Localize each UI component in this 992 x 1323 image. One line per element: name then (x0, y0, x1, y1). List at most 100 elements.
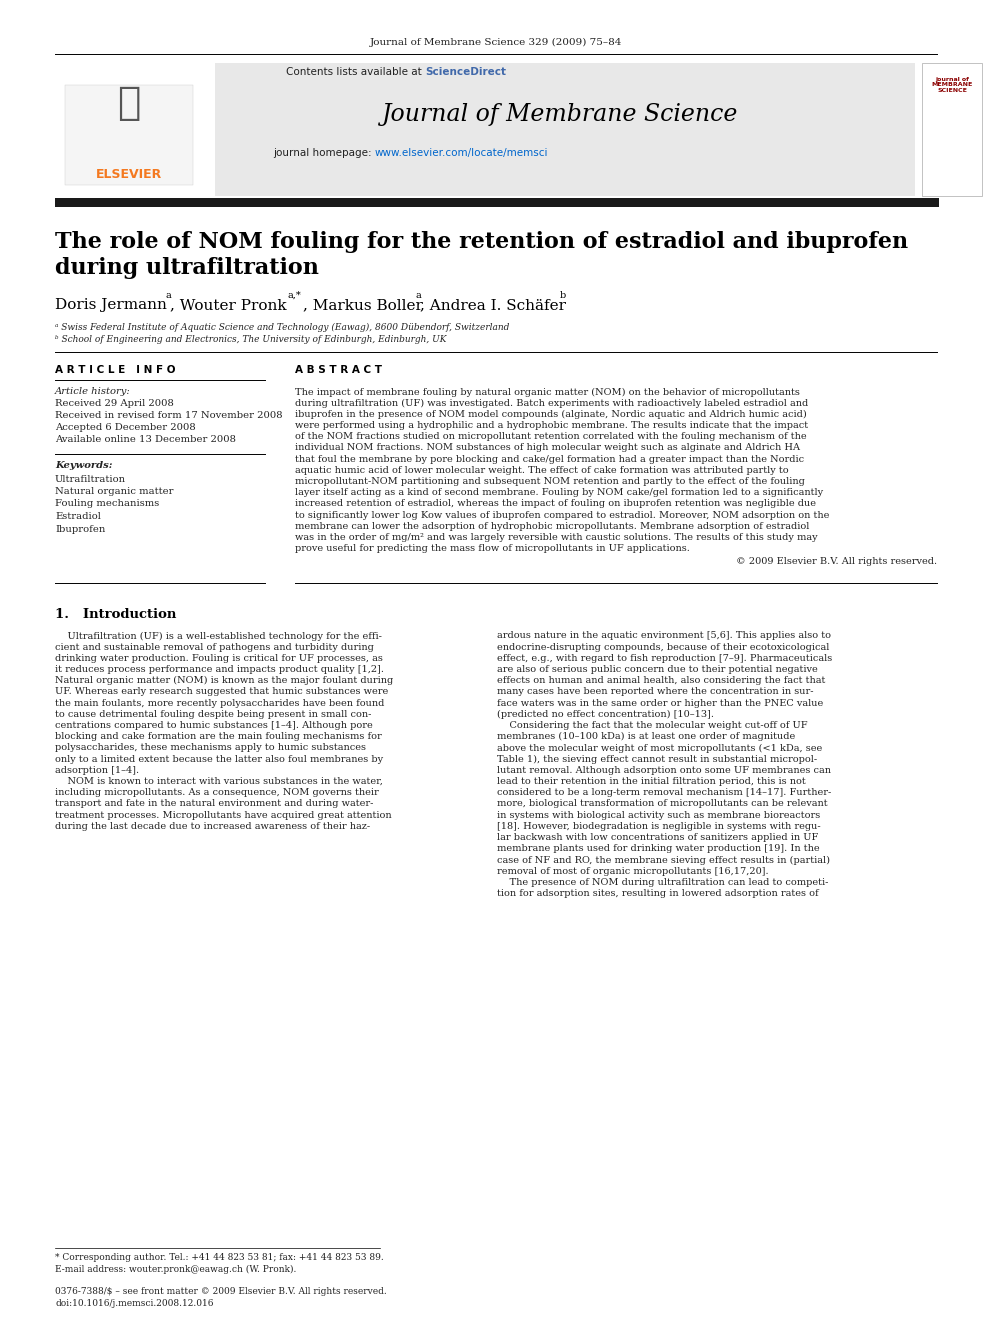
Text: individual NOM fractions. NOM substances of high molecular weight such as algina: individual NOM fractions. NOM substances… (295, 443, 800, 452)
Text: © 2009 Elsevier B.V. All rights reserved.: © 2009 Elsevier B.V. All rights reserved… (736, 557, 937, 566)
Text: Journal of Membrane Science: Journal of Membrane Science (382, 103, 738, 127)
Text: lutant removal. Although adsorption onto some UF membranes can: lutant removal. Although adsorption onto… (497, 766, 831, 775)
Text: only to a limited extent because the latter also foul membranes by: only to a limited extent because the lat… (55, 754, 383, 763)
Text: many cases have been reported where the concentration in sur-: many cases have been reported where the … (497, 688, 813, 696)
Text: during ultrafiltration (UF) was investigated. Batch experiments with radioactive: during ultrafiltration (UF) was investig… (295, 398, 808, 407)
Text: ELSEVIER: ELSEVIER (96, 168, 162, 181)
Text: UF. Whereas early research suggested that humic substances were: UF. Whereas early research suggested tha… (55, 688, 388, 696)
Text: * Corresponding author. Tel.: +41 44 823 53 81; fax: +41 44 823 53 89.: * Corresponding author. Tel.: +41 44 823… (55, 1253, 384, 1262)
Text: Natural organic matter: Natural organic matter (55, 487, 174, 496)
Text: tion for adsorption sites, resulting in lowered adsorption rates of: tion for adsorption sites, resulting in … (497, 889, 818, 898)
Text: a,*: a,* (288, 291, 302, 300)
Text: b: b (560, 291, 566, 300)
Text: A B S T R A C T: A B S T R A C T (295, 365, 382, 374)
Text: face waters was in the same order or higher than the PNEC value: face waters was in the same order or hig… (497, 699, 823, 708)
FancyBboxPatch shape (55, 64, 203, 196)
FancyBboxPatch shape (65, 85, 193, 185)
Text: Article history:: Article history: (55, 388, 131, 397)
FancyBboxPatch shape (215, 64, 915, 196)
Text: centrations compared to humic substances [1–4]. Although pore: centrations compared to humic substances… (55, 721, 373, 730)
Text: aquatic humic acid of lower molecular weight. The effect of cake formation was a: aquatic humic acid of lower molecular we… (295, 466, 789, 475)
Text: in systems with biological activity such as membrane bioreactors: in systems with biological activity such… (497, 811, 820, 820)
Text: Contents lists available at: Contents lists available at (286, 67, 425, 77)
Text: , Markus Boller: , Markus Boller (303, 298, 423, 312)
Text: www.elsevier.com/locate/memsci: www.elsevier.com/locate/memsci (375, 148, 549, 157)
Text: ibuprofen in the presence of NOM model compounds (alginate, Nordic aquatic and A: ibuprofen in the presence of NOM model c… (295, 410, 806, 419)
Text: endocrine-disrupting compounds, because of their ecotoxicological: endocrine-disrupting compounds, because … (497, 643, 829, 652)
Text: were performed using a hydrophilic and a hydrophobic membrane. The results indic: were performed using a hydrophilic and a… (295, 421, 808, 430)
Text: it reduces process performance and impacts product quality [1,2].: it reduces process performance and impac… (55, 665, 384, 675)
Text: Considering the fact that the molecular weight cut-off of UF: Considering the fact that the molecular … (497, 721, 807, 730)
Text: considered to be a long-term removal mechanism [14–17]. Further-: considered to be a long-term removal mec… (497, 789, 831, 798)
Text: prove useful for predicting the mass flow of micropollutants in UF applications.: prove useful for predicting the mass flo… (295, 544, 689, 553)
Text: lar backwash with low concentrations of sanitizers applied in UF: lar backwash with low concentrations of … (497, 833, 818, 843)
FancyBboxPatch shape (55, 198, 939, 206)
Text: doi:10.1016/j.memsci.2008.12.016: doi:10.1016/j.memsci.2008.12.016 (55, 1299, 213, 1308)
Text: A R T I C L E   I N F O: A R T I C L E I N F O (55, 365, 176, 374)
Text: was in the order of mg/m² and was largely reversible with caustic solutions. The: was in the order of mg/m² and was largel… (295, 533, 817, 542)
Text: Table 1), the sieving effect cannot result in substantial micropol-: Table 1), the sieving effect cannot resu… (497, 754, 817, 763)
Text: membrane plants used for drinking water production [19]. In the: membrane plants used for drinking water … (497, 844, 819, 853)
Text: Estradiol: Estradiol (55, 512, 101, 521)
Text: NOM is known to interact with various substances in the water,: NOM is known to interact with various su… (55, 777, 383, 786)
Text: 0376-7388/$ – see front matter © 2009 Elsevier B.V. All rights reserved.: 0376-7388/$ – see front matter © 2009 El… (55, 1287, 387, 1297)
Text: to significantly lower log Kow values of ibuprofen compared to estradiol. Moreov: to significantly lower log Kow values of… (295, 511, 829, 520)
Text: Ibuprofen: Ibuprofen (55, 524, 105, 533)
Text: 1.   Introduction: 1. Introduction (55, 607, 177, 620)
Text: including micropollutants. As a consequence, NOM governs their: including micropollutants. As a conseque… (55, 789, 379, 798)
FancyBboxPatch shape (922, 64, 982, 196)
Text: The role of NOM fouling for the retention of estradiol and ibuprofen: The role of NOM fouling for the retentio… (55, 232, 908, 253)
Text: 🌳: 🌳 (117, 83, 141, 122)
Text: a: a (165, 291, 171, 300)
Text: that foul the membrane by pore blocking and cake/gel formation had a greater imp: that foul the membrane by pore blocking … (295, 455, 805, 463)
Text: Ultrafiltration: Ultrafiltration (55, 475, 126, 483)
Text: Journal of Membrane Science 329 (2009) 75–84: Journal of Membrane Science 329 (2009) 7… (370, 37, 622, 46)
Text: during the last decade due to increased awareness of their haz-: during the last decade due to increased … (55, 822, 370, 831)
Text: adsorption [1–4].: adsorption [1–4]. (55, 766, 139, 775)
Text: Received in revised form 17 November 2008: Received in revised form 17 November 200… (55, 411, 283, 421)
Text: a: a (415, 291, 421, 300)
Text: layer itself acting as a kind of second membrane. Fouling by NOM cake/gel format: layer itself acting as a kind of second … (295, 488, 823, 497)
Text: polysaccharides, these mechanisms apply to humic substances: polysaccharides, these mechanisms apply … (55, 744, 366, 753)
Text: case of NF and RO, the membrane sieving effect results in (partial): case of NF and RO, the membrane sieving … (497, 856, 830, 864)
Text: cient and sustainable removal of pathogens and turbidity during: cient and sustainable removal of pathoge… (55, 643, 374, 652)
Text: transport and fate in the natural environment and during water-: transport and fate in the natural enviro… (55, 799, 373, 808)
Text: , Wouter Pronk: , Wouter Pronk (170, 298, 287, 312)
Text: Ultrafiltration (UF) is a well-established technology for the effi-: Ultrafiltration (UF) is a well-establish… (55, 631, 382, 640)
Text: effects on human and animal health, also considering the fact that: effects on human and animal health, also… (497, 676, 825, 685)
Text: increased retention of estradiol, whereas the impact of fouling on ibuprofen ret: increased retention of estradiol, wherea… (295, 500, 816, 508)
Text: (predicted no effect concentration) [10–13].: (predicted no effect concentration) [10–… (497, 710, 714, 718)
Text: lead to their retention in the initial filtration period, this is not: lead to their retention in the initial f… (497, 777, 806, 786)
Text: the main foulants, more recently polysaccharides have been found: the main foulants, more recently polysac… (55, 699, 384, 708)
Text: Available online 13 December 2008: Available online 13 December 2008 (55, 435, 236, 445)
Text: drinking water production. Fouling is critical for UF processes, as: drinking water production. Fouling is cr… (55, 654, 383, 663)
Text: ardous nature in the aquatic environment [5,6]. This applies also to: ardous nature in the aquatic environment… (497, 631, 831, 640)
Text: to cause detrimental fouling despite being present in small con-: to cause detrimental fouling despite bei… (55, 710, 371, 718)
Text: removal of most of organic micropollutants [16,17,20].: removal of most of organic micropollutan… (497, 867, 769, 876)
Text: membrane can lower the adsorption of hydrophobic micropollutants. Membrane adsor: membrane can lower the adsorption of hyd… (295, 521, 809, 531)
Text: Fouling mechanisms: Fouling mechanisms (55, 500, 160, 508)
Text: Received 29 April 2008: Received 29 April 2008 (55, 400, 174, 409)
Text: journal of
MEMBRANE
SCIENCE: journal of MEMBRANE SCIENCE (931, 77, 972, 94)
Text: above the molecular weight of most micropollutants (<1 kDa, see: above the molecular weight of most micro… (497, 744, 822, 753)
Text: Keywords:: Keywords: (55, 462, 112, 471)
Text: blocking and cake formation are the main fouling mechanisms for: blocking and cake formation are the main… (55, 733, 382, 741)
Text: ScienceDirect: ScienceDirect (425, 67, 506, 77)
Text: membranes (10–100 kDa) is at least one order of magnitude: membranes (10–100 kDa) is at least one o… (497, 732, 796, 741)
Text: Accepted 6 December 2008: Accepted 6 December 2008 (55, 423, 195, 433)
Text: during ultrafiltration: during ultrafiltration (55, 257, 318, 279)
Text: The presence of NOM during ultrafiltration can lead to competi-: The presence of NOM during ultrafiltrati… (497, 878, 828, 886)
Text: Doris Jermann: Doris Jermann (55, 298, 167, 312)
Text: of the NOM fractions studied on micropollutant retention correlated with the fou: of the NOM fractions studied on micropol… (295, 433, 806, 442)
Text: effect, e.g., with regard to fish reproduction [7–9]. Pharmaceuticals: effect, e.g., with regard to fish reprod… (497, 654, 832, 663)
Text: are also of serious public concern due to their potential negative: are also of serious public concern due t… (497, 665, 817, 675)
Text: ᵇ School of Engineering and Electronics, The University of Edinburgh, Edinburgh,: ᵇ School of Engineering and Electronics,… (55, 335, 446, 344)
Text: journal homepage:: journal homepage: (273, 148, 375, 157)
Text: Natural organic matter (NOM) is known as the major foulant during: Natural organic matter (NOM) is known as… (55, 676, 393, 685)
Text: The impact of membrane fouling by natural organic matter (NOM) on the behavior o: The impact of membrane fouling by natura… (295, 388, 800, 397)
Text: treatment processes. Micropollutants have acquired great attention: treatment processes. Micropollutants hav… (55, 811, 392, 820)
Text: micropollutant-NOM partitioning and subsequent NOM retention and partly to the e: micropollutant-NOM partitioning and subs… (295, 478, 805, 486)
Text: ᵃ Swiss Federal Institute of Aquatic Science and Technology (Eawag), 8600 Dübend: ᵃ Swiss Federal Institute of Aquatic Sci… (55, 323, 509, 332)
Text: [18]. However, biodegradation is negligible in systems with regu-: [18]. However, biodegradation is negligi… (497, 822, 820, 831)
Text: more, biological transformation of micropollutants can be relevant: more, biological transformation of micro… (497, 799, 827, 808)
